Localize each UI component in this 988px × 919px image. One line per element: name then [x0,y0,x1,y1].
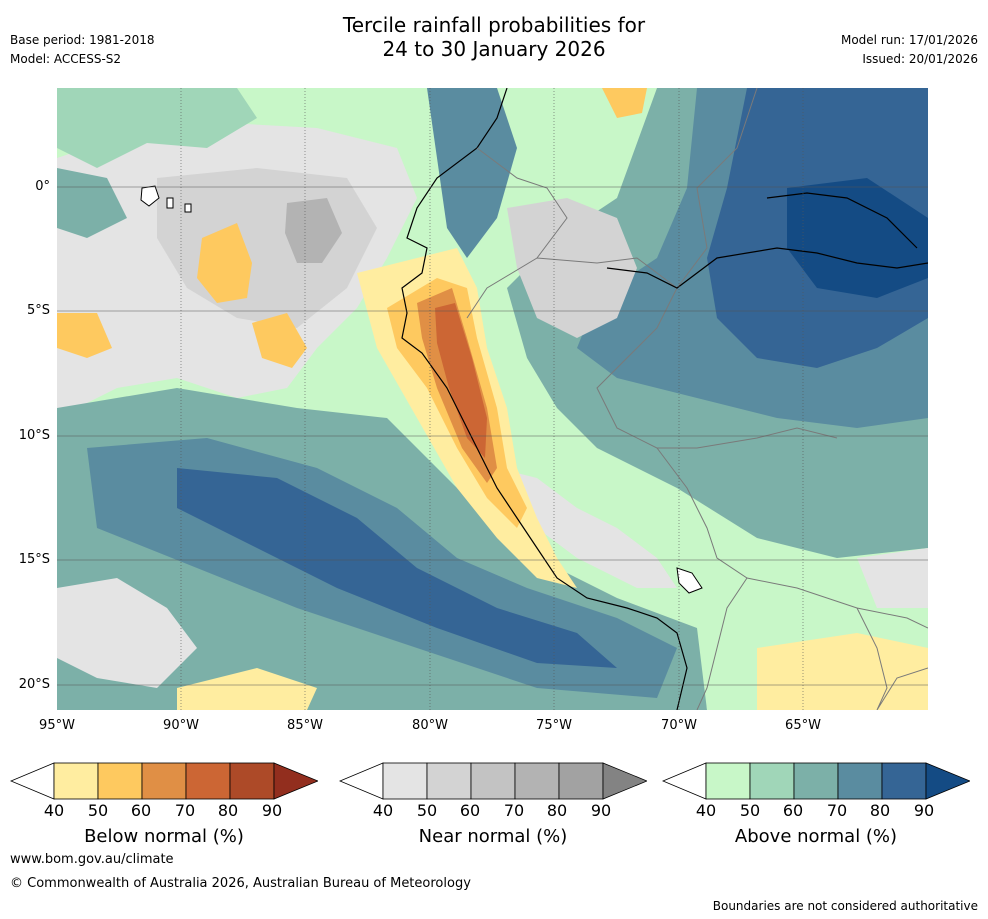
above-colorbar-box-2 [749,762,795,800]
lat-label-0: 0° [35,179,50,194]
above-colorbar-over-triangle [925,762,970,800]
below-normal-blob-3 [57,313,112,358]
legend-title-near: Near normal (%) [418,826,568,847]
above-normal-region-north [57,88,257,168]
above-colorbar-box-4 [837,762,883,800]
below-colorbar-box-3 [141,762,187,800]
issued-label: Issued: 20/01/2026 [862,52,978,66]
below-tick-80: 80 [217,801,239,820]
above-tick-50: 50 [739,801,761,820]
near-tick-40: 40 [372,801,394,820]
lon-label-95w: 95°W [39,718,75,733]
map-title-line1: Tercile rainfall probabilities for [342,13,646,37]
above-tick-90: 90 [913,801,935,820]
near-colorbar-box-5 [558,762,604,800]
above-tick-60: 60 [782,801,804,820]
below-tick-90: 90 [261,801,283,820]
near-normal-coastal-strip [497,468,677,588]
base-period-label: Base period: 1981-2018 [10,33,155,47]
colorbar-above-normal [662,762,970,800]
model-label: Model: ACCESS-S2 [10,52,122,66]
below-tick-70: 70 [174,801,196,820]
above-tick-80: 80 [869,801,891,820]
near-colorbar-over-triangle [602,762,647,800]
near-normal-region-core [285,198,342,263]
near-colorbar-under-triangle [339,762,384,800]
lon-label-85w: 85°W [287,718,323,733]
near-colorbar-box-4 [514,762,560,800]
amazon-river [606,192,928,289]
lon-label-65w: 65°W [785,718,821,733]
below-normal-blob-1 [197,223,252,303]
above-colorbar-box-5 [881,762,927,800]
near-colorbar-box-2 [426,762,472,800]
below-normal-blob-2 [252,313,307,368]
lon-label-75w: 75°W [536,718,572,733]
footer-copyright: © Commonwealth of Australia 2026, Austra… [10,876,471,891]
lat-label-15s: 15°S [18,552,50,567]
near-colorbar-box-1 [382,762,428,800]
above-tick-70: 70 [826,801,848,820]
above-normal-region-south-ocean-darker [177,468,617,668]
legend-title-below: Below normal (%) [84,826,244,847]
below-colorbar-box-1 [53,762,99,800]
below-tick-40: 40 [43,801,65,820]
near-tick-70: 70 [503,801,525,820]
above-normal-region-north2 [57,168,127,238]
near-normal-region-southwest [57,578,197,688]
near-tick-60: 60 [459,801,481,820]
lon-label-70w: 70°W [661,718,697,733]
lake-titicaca [676,567,703,594]
above-colorbar-box-1 [705,762,751,800]
legend-title-above: Above normal (%) [734,826,898,847]
near-tick-80: 80 [546,801,568,820]
below-colorbar-under-triangle [10,762,55,800]
lat-label-20s: 20°S [18,677,50,692]
below-colorbar-box-4 [185,762,231,800]
lat-label-10s: 10°S [18,428,50,443]
colorbar-below-normal [10,762,318,800]
below-normal-peru-coast-80 [435,303,487,458]
rainfall-probability-map [57,88,928,710]
footer-url: www.bom.gov.au/climate [10,852,174,867]
below-tick-60: 60 [130,801,152,820]
below-colorbar-over-triangle [273,762,318,800]
near-normal-region-southeast [857,548,928,608]
below-colorbar-box-2 [97,762,143,800]
below-normal-region-southwest [177,668,317,710]
near-colorbar-box-3 [470,762,516,800]
map-title: Tercile rainfall probabilities for 24 to… [0,13,988,61]
lat-label-5s: 5°S [26,303,50,318]
near-tick-90: 90 [590,801,612,820]
above-colorbar-under-triangle [662,762,707,800]
above-normal-region-ecuador [427,88,517,258]
below-normal-blob-north [602,88,647,118]
model-run-label: Model run: 17/01/2026 [840,33,978,47]
below-tick-50: 50 [87,801,109,820]
below-colorbar-box-5 [229,762,275,800]
above-colorbar-box-3 [793,762,839,800]
galapagos-islands [140,185,192,213]
footer-disclaimer: Boundaries are not considered authoritat… [712,899,978,913]
lon-label-90w: 90°W [163,718,199,733]
below-normal-region-southeast [757,633,928,710]
map-title-line2: 24 to 30 January 2026 [382,37,606,61]
near-normal-region-andes [507,198,637,338]
near-tick-50: 50 [416,801,438,820]
colorbar-near-normal [339,762,647,800]
above-tick-40: 40 [695,801,717,820]
country-border-lines [466,88,928,710]
lon-label-80w: 80°W [412,718,448,733]
coastline-south-america [401,88,688,710]
